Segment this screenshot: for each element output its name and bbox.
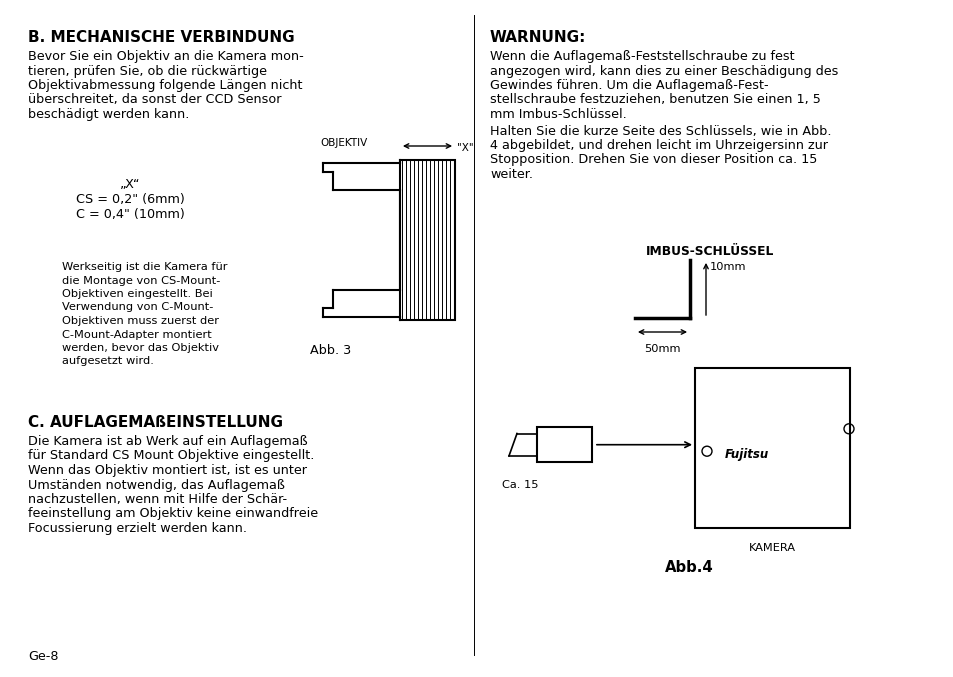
Text: Fujitsu: Fujitsu xyxy=(724,448,768,461)
Text: Umständen notwendig, das Auflagemaß: Umständen notwendig, das Auflagemaß xyxy=(28,479,285,492)
Text: Objektivabmessung folgende Längen nicht: Objektivabmessung folgende Längen nicht xyxy=(28,79,302,92)
Text: Wenn das Objektiv montiert ist, ist es unter: Wenn das Objektiv montiert ist, ist es u… xyxy=(28,464,307,477)
Text: tieren, prüfen Sie, ob die rückwärtige: tieren, prüfen Sie, ob die rückwärtige xyxy=(28,64,267,77)
Text: werden, bevor das Objektiv: werden, bevor das Objektiv xyxy=(62,343,219,353)
Text: OBJEKTIV: OBJEKTIV xyxy=(319,138,367,148)
Text: Halten Sie die kurze Seite des Schlüssels, wie in Abb.: Halten Sie die kurze Seite des Schlüssel… xyxy=(490,125,831,137)
Text: Verwendung von C-Mount-: Verwendung von C-Mount- xyxy=(62,303,213,313)
Text: stellschraube festzuziehen, benutzen Sie einen 1, 5: stellschraube festzuziehen, benutzen Sie… xyxy=(490,93,820,106)
Text: Werkseitig ist die Kamera für: Werkseitig ist die Kamera für xyxy=(62,262,227,272)
Text: C = 0,4" (10mm): C = 0,4" (10mm) xyxy=(75,208,184,221)
Text: Ge-8: Ge-8 xyxy=(28,650,58,663)
Text: WARNUNG:: WARNUNG: xyxy=(490,30,586,45)
Text: CS = 0,2" (6mm): CS = 0,2" (6mm) xyxy=(75,193,184,206)
Text: Stopposition. Drehen Sie von dieser Position ca. 15: Stopposition. Drehen Sie von dieser Posi… xyxy=(490,154,817,167)
Text: angezogen wird, kann dies zu einer Beschädigung des: angezogen wird, kann dies zu einer Besch… xyxy=(490,64,838,77)
Text: Objektiven muss zuerst der: Objektiven muss zuerst der xyxy=(62,316,219,326)
Text: die Montage von CS-Mount-: die Montage von CS-Mount- xyxy=(62,276,220,286)
Text: aufgesetzt wird.: aufgesetzt wird. xyxy=(62,357,153,366)
Text: mm Imbus-Schlüssel.: mm Imbus-Schlüssel. xyxy=(490,108,626,121)
Text: feeinstellung am Objektiv keine einwandfreie: feeinstellung am Objektiv keine einwandf… xyxy=(28,508,317,521)
Text: „X“: „X“ xyxy=(120,178,140,191)
Text: 50mm: 50mm xyxy=(643,344,679,354)
Text: KAMERA: KAMERA xyxy=(748,543,795,553)
Text: Objektiven eingestellt. Bei: Objektiven eingestellt. Bei xyxy=(62,289,213,299)
Text: Abb.4: Abb.4 xyxy=(664,560,713,575)
Text: IMBUS-SCHLÜSSEL: IMBUS-SCHLÜSSEL xyxy=(645,245,774,258)
Text: 10mm: 10mm xyxy=(709,262,745,272)
Bar xyxy=(695,368,849,528)
Text: 4 abgebildet, und drehen leicht im Uhrzeigersinn zur: 4 abgebildet, und drehen leicht im Uhrze… xyxy=(490,139,827,152)
Bar xyxy=(399,160,455,320)
Text: überschreitet, da sonst der CCD Sensor: überschreitet, da sonst der CCD Sensor xyxy=(28,93,281,106)
Text: C. AUFLAGEMAßEINSTELLUNG: C. AUFLAGEMAßEINSTELLUNG xyxy=(28,415,283,430)
Text: Die Kamera ist ab Werk auf ein Auflagemaß: Die Kamera ist ab Werk auf ein Auflagema… xyxy=(28,435,307,448)
Text: Wenn die Auflagemaß-Feststellschraube zu fest: Wenn die Auflagemaß-Feststellschraube zu… xyxy=(490,50,794,63)
Text: für Standard CS Mount Objektive eingestellt.: für Standard CS Mount Objektive eingeste… xyxy=(28,450,314,462)
Text: Gewindes führen. Um die Auflagemaß-Fest-: Gewindes führen. Um die Auflagemaß-Fest- xyxy=(490,79,768,92)
Text: Focussierung erzielt werden kann.: Focussierung erzielt werden kann. xyxy=(28,522,247,535)
Text: C-Mount-Adapter montiert: C-Mount-Adapter montiert xyxy=(62,330,212,339)
Text: beschädigt werden kann.: beschädigt werden kann. xyxy=(28,108,190,121)
Text: weiter.: weiter. xyxy=(490,168,533,181)
Bar xyxy=(537,427,592,462)
Text: nachzustellen, wenn mit Hilfe der Schär-: nachzustellen, wenn mit Hilfe der Schär- xyxy=(28,493,287,506)
Text: B. MECHANISCHE VERBINDUNG: B. MECHANISCHE VERBINDUNG xyxy=(28,30,294,45)
Text: "X": "X" xyxy=(456,143,473,153)
Text: Bevor Sie ein Objektiv an die Kamera mon-: Bevor Sie ein Objektiv an die Kamera mon… xyxy=(28,50,303,63)
Text: Ca. 15: Ca. 15 xyxy=(501,480,537,490)
Text: Abb. 3: Abb. 3 xyxy=(310,344,351,357)
